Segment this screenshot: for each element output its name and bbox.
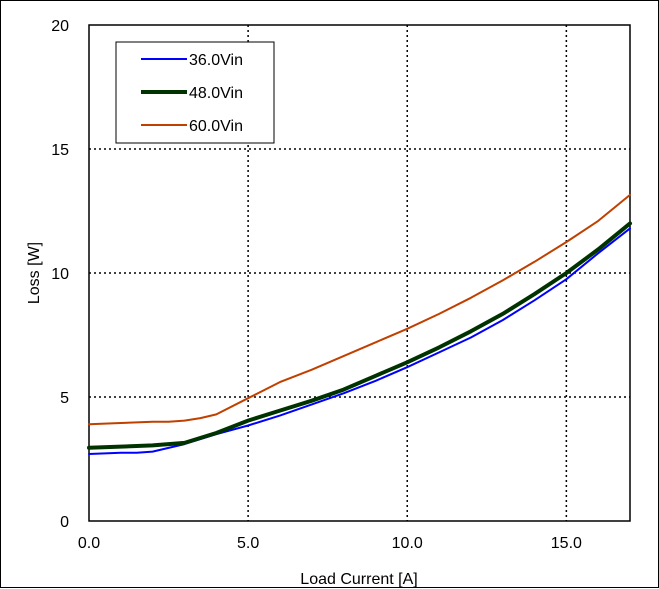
series-line-60vin xyxy=(88,193,631,426)
legend-label-36vin: 36.0Vin xyxy=(189,52,243,69)
x-axis-title: Load Current [A] xyxy=(300,571,417,588)
y-tick-label: 0 xyxy=(60,514,69,531)
data-series xyxy=(87,193,632,455)
x-tick-label: 10.0 xyxy=(392,535,423,552)
x-tick-label: 0.0 xyxy=(78,535,100,552)
tick-labels: 0.0 5.0 10.0 15.0 0 5 10 15 20 xyxy=(51,18,582,552)
grid-lines xyxy=(89,25,630,521)
legend-label-60vin: 60.0Vin xyxy=(189,118,243,135)
y-tick-label: 20 xyxy=(51,18,69,35)
series-line-36vin xyxy=(88,227,631,455)
y-axis-title: Loss [W] xyxy=(26,242,43,304)
legend-label-48vin: 48.0Vin xyxy=(189,85,243,102)
x-tick-label: 15.0 xyxy=(551,535,582,552)
y-tick-label: 10 xyxy=(51,266,69,283)
legend: 36.0Vin 48.0Vin 60.0Vin xyxy=(115,41,275,144)
series-line-48vin xyxy=(87,221,632,450)
y-tick-label: 5 xyxy=(60,390,69,407)
x-tick-label: 5.0 xyxy=(237,535,259,552)
y-tick-label: 15 xyxy=(51,142,69,159)
